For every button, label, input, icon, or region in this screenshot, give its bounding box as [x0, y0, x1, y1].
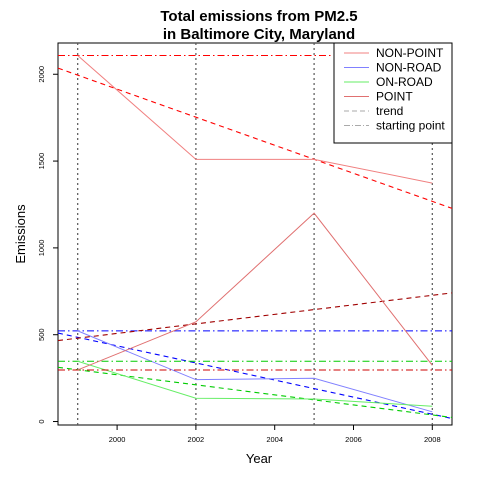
x-tick-label: 2000: [109, 435, 126, 444]
x-tick-label: 2006: [345, 435, 362, 444]
x-tick-label: 2004: [266, 435, 283, 444]
y-axis-title: Emissions: [13, 204, 28, 264]
legend-label: POINT: [376, 90, 413, 104]
non-point-trend-line: [57, 67, 453, 209]
legend-label: starting point: [376, 119, 445, 133]
y-tick-label: 1500: [37, 153, 46, 170]
x-tick-label: 2008: [424, 435, 441, 444]
point-trend-line: [57, 292, 453, 342]
legend-label: NON-POINT: [376, 46, 444, 60]
plot-frame: [57, 42, 453, 426]
non-road-trend-line: [57, 332, 453, 420]
legend: NON-POINTNON-ROADON-ROADPOINTtrendstarti…: [333, 42, 453, 144]
y-tick-label: 500: [37, 328, 46, 341]
legend-label: NON-ROAD: [376, 61, 442, 75]
non-road-series-line: [77, 330, 433, 413]
on-road-trend-line: [57, 366, 453, 418]
point-series-line: [77, 212, 433, 371]
y-tick-label: 2000: [37, 66, 46, 83]
non-point-series-line: [77, 55, 433, 184]
chart-title-line-2: in Baltimore City, Maryland: [163, 26, 355, 43]
y-tick-label: 0: [37, 419, 46, 423]
legend-box: [333, 42, 453, 144]
chart-title-line-1: Total emissions from PM2.5: [160, 8, 357, 25]
x-tick-label: 2002: [188, 435, 205, 444]
y-tick-label: 1000: [37, 240, 46, 257]
legend-label: ON-ROAD: [376, 75, 433, 89]
on-road-series-line: [77, 360, 433, 407]
plot-area: 2000 2002 2004 2006 2008 0 500 1000 1500 2000: [37, 42, 453, 444]
legend-label: trend: [376, 104, 403, 118]
x-axis-title: Year: [246, 451, 273, 466]
